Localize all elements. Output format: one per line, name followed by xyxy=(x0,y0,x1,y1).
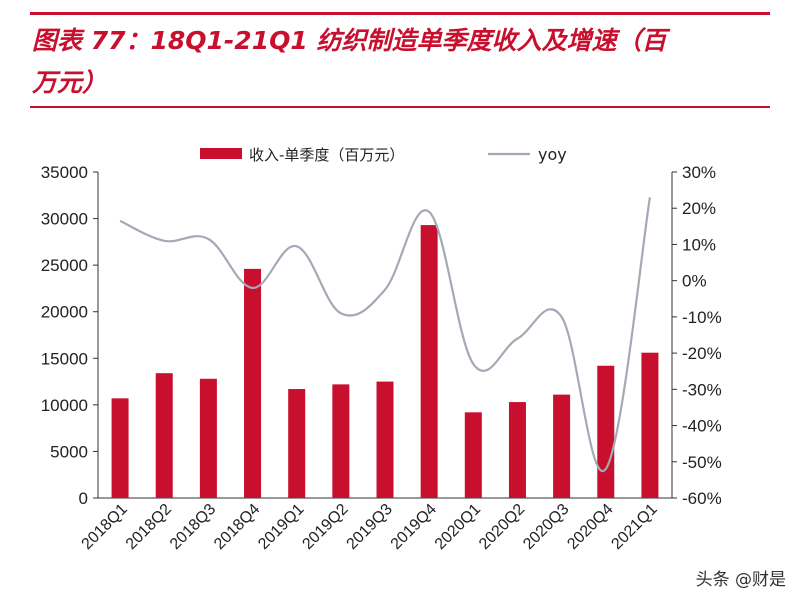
bar xyxy=(332,384,350,498)
bar xyxy=(111,398,129,498)
y-right-tick-label: -10% xyxy=(682,308,722,327)
x-tick-label: 2020Q3 xyxy=(520,501,572,553)
bar xyxy=(199,378,217,498)
bar xyxy=(641,352,659,498)
bar xyxy=(553,394,571,498)
y-right-tick-label: 20% xyxy=(682,199,716,218)
chart-title: 图表 77：18Q1-21Q1 纺织制造单季度收入及增速（百 万元） xyxy=(32,20,772,104)
x-tick-label: 2018Q2 xyxy=(123,501,175,553)
x-tick-label: 2020Q2 xyxy=(476,501,528,553)
y-right-tick-label: 0% xyxy=(682,272,707,291)
y-right-tick-label: 30% xyxy=(682,163,716,182)
x-tick-label: 2018Q4 xyxy=(211,501,263,553)
y-right-tick-label: -20% xyxy=(682,344,722,363)
y-right-tick-label: 10% xyxy=(682,235,716,254)
legend-line-label: yoy xyxy=(538,145,567,164)
chart-title-line-1: 图表 77：18Q1-21Q1 纺织制造单季度收入及增速（百 xyxy=(32,26,667,55)
bar xyxy=(420,225,438,498)
y-left-tick-label: 25000 xyxy=(41,256,88,275)
y-right-tick-label: -40% xyxy=(682,417,722,436)
watermark: 头条 @财是 xyxy=(695,570,786,590)
x-tick-label: 2019Q4 xyxy=(388,501,440,553)
x-tick-label: 2019Q2 xyxy=(299,501,351,553)
y-right-tick-label: -60% xyxy=(682,489,722,508)
legend-bar-label: 收入-单季度（百万元） xyxy=(249,146,404,164)
x-tick-label: 2018Q1 xyxy=(79,501,131,553)
y-left-tick-label: 10000 xyxy=(41,396,88,415)
title-bottom-rule xyxy=(30,106,770,108)
y-right-tick-label: -30% xyxy=(682,380,722,399)
y-right-tick-label: -50% xyxy=(682,453,722,472)
x-tick-label: 2018Q3 xyxy=(167,501,219,553)
bar xyxy=(597,365,615,498)
title-top-rule xyxy=(30,12,770,15)
bar xyxy=(288,389,306,498)
bar xyxy=(244,268,262,498)
y-left-tick-label: 20000 xyxy=(41,303,88,322)
bar xyxy=(508,402,526,498)
x-tick-label: 2021Q1 xyxy=(608,501,660,553)
y-left-tick-label: 35000 xyxy=(41,163,88,182)
y-left-tick-label: 30000 xyxy=(41,210,88,229)
y-left-tick-label: 0 xyxy=(79,489,88,508)
x-tick-label: 2019Q3 xyxy=(344,501,396,553)
x-tick-label: 2019Q1 xyxy=(255,501,307,553)
bar xyxy=(376,381,394,498)
x-tick-label: 2020Q4 xyxy=(564,501,616,553)
chart-title-line-2: 万元） xyxy=(32,68,108,97)
bar xyxy=(464,412,482,498)
legend-bar-swatch xyxy=(200,148,242,159)
x-tick-label: 2020Q1 xyxy=(432,501,484,553)
bar xyxy=(155,373,173,498)
yoy-line xyxy=(119,197,652,473)
y-left-tick-label: 15000 xyxy=(41,349,88,368)
y-left-tick-label: 5000 xyxy=(50,442,88,461)
